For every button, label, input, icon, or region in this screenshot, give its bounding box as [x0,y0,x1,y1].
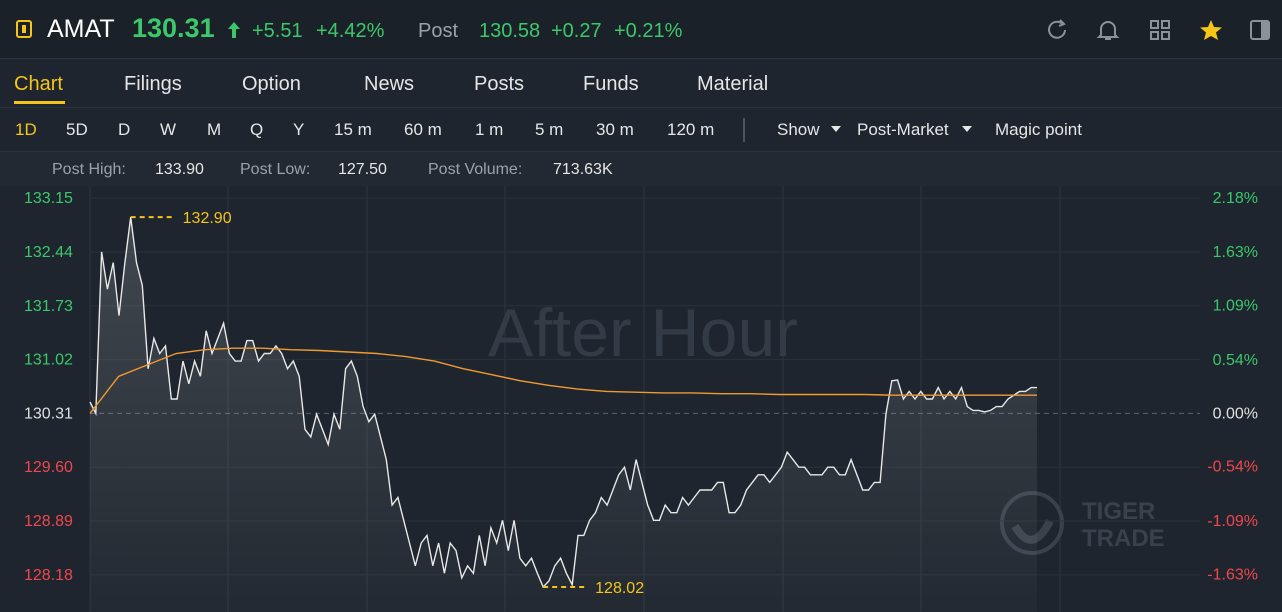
period[interactable]: Y [293,120,305,139]
tab[interactable]: Posts [474,73,525,95]
tab-underline [14,101,65,104]
y2-tick-label: 1.63% [1213,244,1258,261]
menu[interactable]: Show [777,120,820,139]
stat-value: 713.63K [553,161,613,178]
chart: After Hour TIGER TRADE 133.15 132.44 131.7… [24,186,1258,612]
post-change: +0.27 [551,20,602,42]
period[interactable]: D [118,120,131,139]
menu[interactable]: Magic point [995,120,1082,139]
tab[interactable]: Material [697,73,769,95]
extreme-label: 128.02 [595,580,644,597]
stat-value: 127.50 [338,161,387,178]
y2-tick-label: 0.00% [1213,405,1258,422]
tab[interactable]: Option [242,73,301,95]
y-tick-label: 133.15 [24,190,73,207]
change-pct: +4.42% [316,20,385,42]
tab[interactable]: Funds [583,73,639,95]
dropdown-caret [962,126,972,132]
period[interactable]: 1D [15,120,37,139]
price: 130.31 [132,13,215,43]
period[interactable]: 15 m [334,120,372,139]
y2-tick-label: -1.63% [1207,566,1258,583]
stat-label: Post High: [52,161,126,178]
price-line [89,217,1037,589]
tab[interactable]: Filings [124,73,182,95]
y-tick-label: 128.89 [24,513,73,530]
period[interactable]: 30 m [596,120,634,139]
logo-text: TRADE [1082,525,1165,552]
post-label: Post [418,20,459,42]
dropdown-caret [831,126,841,132]
y-tick-label: 129.60 [24,459,73,476]
period[interactable]: 5 m [535,120,564,139]
period-bar: 1D 5D D W M Q Y 15 m 60 m 1 m 5 m 30 m 1… [0,108,1282,152]
change: +5.51 [252,20,303,42]
period[interactable]: M [207,120,222,139]
period[interactable]: Q [250,120,264,139]
stat-value: 133.90 [155,161,204,178]
period[interactable]: W [160,120,177,139]
symbol-icon [16,20,32,38]
quote-header: AMAT 130.31 +5.51 +4.42% Post 130.58 +0.… [0,0,1282,59]
stat-label: Post Low: [240,161,311,178]
average-line [89,347,1037,414]
y2-tick-label: -1.09% [1207,513,1258,530]
price-area [90,217,1037,612]
tab[interactable]: News [364,73,415,95]
tab-bar: Chart Filings Option News Posts Funds Ma… [0,59,1282,108]
y2-tick-label: 0.54% [1213,352,1258,369]
separator [743,118,745,142]
symbol: AMAT [47,15,115,43]
post-price: 130.58 [479,20,541,42]
y2-tick-label: 1.09% [1213,298,1258,315]
y-tick-label: 128.18 [24,567,73,584]
up-arrow [228,22,240,38]
period[interactable]: 60 m [404,120,442,139]
period[interactable]: 120 m [667,120,715,139]
extreme-label: 132.90 [183,210,232,227]
period[interactable]: 5D [66,120,88,139]
watermark: After Hour [488,295,798,371]
period[interactable]: 1 m [475,120,504,139]
stat-label: Post Volume: [428,161,523,178]
menu[interactable]: Post-Market [857,120,949,139]
post-change-pct: +0.21% [614,20,683,42]
y-tick-label: 131.02 [24,352,73,369]
y-tick-label: 131.73 [24,298,73,315]
y-tick-label: 132.44 [24,244,73,261]
y2-tick-label: -0.54% [1207,459,1258,476]
logo-text: TIGER [1082,498,1155,525]
tab[interactable]: Chart [14,73,63,95]
toolbar-icons[interactable] [1046,18,1270,42]
y2-tick-label: 2.18% [1213,190,1258,207]
stats-bar: Post High: 133.90 Post Low: 127.50 Post … [0,152,1282,186]
y-tick-label: 130.31 [24,405,73,422]
